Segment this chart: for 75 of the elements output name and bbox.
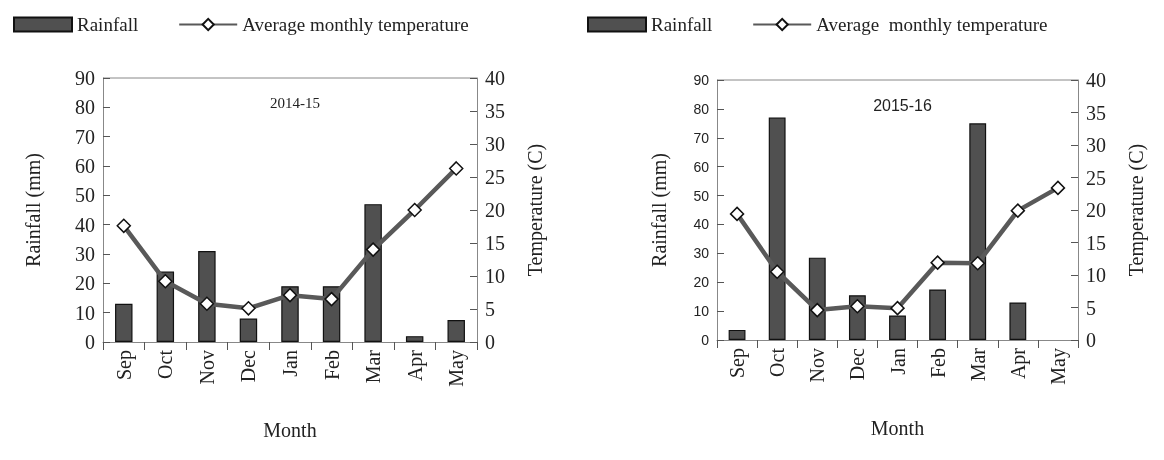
x-tick-label: May bbox=[445, 350, 469, 387]
y-tick-label: 40 bbox=[693, 216, 710, 233]
y-tick-label: 0 bbox=[85, 331, 95, 353]
y-tick-label: 20 bbox=[75, 272, 95, 295]
x-tick-label: Sep bbox=[112, 350, 136, 380]
y2-tick-label: 15 bbox=[1086, 231, 1106, 254]
y2-axis-title: Temperature (C) bbox=[524, 143, 547, 277]
x-tick-label: Jan bbox=[886, 348, 909, 375]
bar bbox=[239, 318, 258, 342]
legend-label: Average monthly temperature bbox=[242, 14, 469, 35]
bar bbox=[405, 336, 424, 342]
x-tick-label: Oct bbox=[766, 347, 789, 377]
y-tick-label: 80 bbox=[693, 100, 710, 117]
y2-tick-label: 5 bbox=[485, 298, 495, 320]
legend-label: Average monthly temperature bbox=[816, 14, 1048, 35]
x-tick-label: Dec bbox=[846, 347, 869, 381]
text: 2015-16 bbox=[873, 96, 932, 114]
y2-tick-label: 20 bbox=[1086, 199, 1106, 221]
y2-tick-label: 35 bbox=[485, 100, 505, 122]
y2-tick-label: 0 bbox=[485, 331, 495, 353]
bar bbox=[1009, 302, 1027, 340]
y-tick-label: 70 bbox=[693, 129, 710, 146]
y-tick-label: 10 bbox=[693, 303, 710, 320]
x-tick-label: Dec bbox=[237, 349, 260, 383]
y2-tick-label: 15 bbox=[485, 232, 505, 254]
y2-tick-label: 30 bbox=[1086, 134, 1106, 156]
y2-tick-label: 20 bbox=[485, 199, 505, 221]
x-tick-label: Apr bbox=[403, 349, 427, 382]
text: 2014-15 bbox=[270, 94, 320, 111]
x-tick-label: Apr bbox=[1006, 347, 1030, 380]
y2-tick-label: 35 bbox=[1086, 101, 1106, 124]
y2-tick-label: 10 bbox=[1086, 264, 1106, 286]
y-tick-label: 30 bbox=[693, 245, 710, 262]
x-tick-label: Nov bbox=[195, 350, 218, 385]
x-tick-label: Nov bbox=[806, 348, 829, 383]
y-axis-title: Rainfall (mm) bbox=[648, 153, 671, 267]
y2-tick-label: 30 bbox=[485, 133, 505, 155]
legend-label: Rainfall bbox=[77, 14, 139, 35]
x-tick-label: Feb bbox=[926, 348, 949, 378]
bar bbox=[115, 303, 133, 342]
y-tick-label: 60 bbox=[75, 155, 95, 177]
x-tick-label: Oct bbox=[154, 349, 177, 379]
x-tick-label: Mar bbox=[966, 347, 989, 382]
y2-tick-label: 25 bbox=[485, 166, 505, 188]
x-axis-title: Month bbox=[870, 417, 925, 439]
y2-axis-title: Temperature (C) bbox=[1125, 143, 1148, 277]
x-tick-label: Mar bbox=[362, 349, 385, 384]
y-tick-label: 60 bbox=[693, 158, 710, 175]
x-tick-label: Sep bbox=[726, 348, 750, 378]
x-axis-title: Month bbox=[263, 419, 317, 441]
x-tick-label: Jan bbox=[279, 350, 301, 377]
legend-label: Rainfall bbox=[651, 14, 713, 35]
bar bbox=[447, 320, 465, 342]
y-tick-label: 0 bbox=[701, 332, 710, 348]
bar bbox=[929, 289, 947, 340]
y-tick-label: 90 bbox=[693, 72, 710, 88]
y-tick-label: 70 bbox=[75, 125, 95, 148]
y2-tick-label: 40 bbox=[485, 67, 505, 89]
y2-tick-label: 25 bbox=[1086, 166, 1106, 189]
y2-tick-label: 10 bbox=[485, 265, 505, 287]
y-tick-label: 80 bbox=[75, 96, 95, 119]
y-tick-label: 50 bbox=[693, 187, 710, 204]
y2-tick-label: 0 bbox=[1086, 329, 1096, 351]
y-tick-label: 20 bbox=[693, 274, 710, 291]
y-axis-title: Rainfall (mm) bbox=[22, 153, 45, 267]
y-tick-label: 40 bbox=[75, 213, 95, 236]
x-tick-label: Feb bbox=[320, 350, 343, 380]
y2-tick-label: 5 bbox=[1086, 296, 1096, 319]
y2-tick-label: 40 bbox=[1086, 69, 1106, 91]
y-tick-label: 10 bbox=[75, 301, 95, 324]
x-tick-label: May bbox=[1046, 348, 1070, 385]
y-tick-label: 50 bbox=[75, 184, 95, 207]
y-tick-label: 90 bbox=[75, 67, 95, 89]
bar bbox=[728, 329, 746, 340]
y-tick-label: 30 bbox=[75, 243, 95, 265]
